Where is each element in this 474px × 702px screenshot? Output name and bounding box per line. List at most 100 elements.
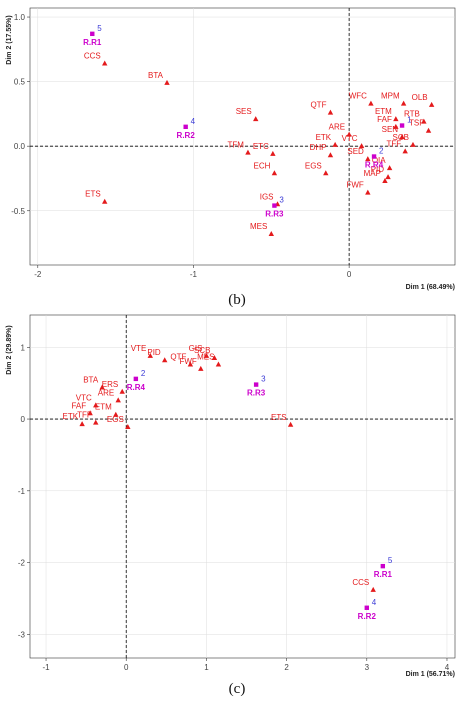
variable-point-c (125, 423, 131, 429)
row-number-c: 4 (372, 598, 377, 607)
plot-area-c (29, 314, 456, 659)
variable-point-b (268, 231, 275, 237)
variable-point-c (211, 355, 218, 361)
variable-label-b: DHP (310, 143, 327, 152)
variable-point-c (115, 397, 121, 403)
row-point-c (380, 563, 386, 569)
variable-label-b: CCS (84, 52, 101, 61)
variable-label-b: FAF (377, 115, 392, 124)
variable-point-c (99, 384, 105, 390)
row-point-c (253, 382, 259, 387)
variable-label-b: TFM (228, 141, 245, 150)
panel-label-b: (b) (228, 292, 246, 308)
row-number-c: 5 (388, 556, 393, 565)
variable-point-c (187, 361, 194, 367)
y-tick-label-b: -0.5 (11, 207, 25, 216)
variable-label-b: BTA (148, 71, 164, 80)
variable-label-c: ETM (95, 403, 112, 412)
y-tick-label-c: -2 (18, 559, 26, 568)
variable-point-b (399, 134, 405, 140)
variable-point-c (162, 357, 168, 363)
y-tick-label-c: 0 (21, 415, 26, 424)
y-tick-label-c: 1 (21, 343, 26, 352)
variable-label-c: ETK (63, 412, 79, 421)
y-tick-label-b: 0.5 (14, 78, 26, 87)
variable-point-c (198, 365, 204, 371)
variable-point-c (370, 586, 376, 592)
variable-label-c: TFF (77, 411, 92, 420)
variable-point-b (428, 101, 435, 107)
row-point-b (272, 203, 277, 208)
variable-label-b: PID (371, 165, 385, 174)
variable-label-b: ARE (329, 123, 345, 132)
y-axis-label-b: Dim 2 (17.55%) (6, 15, 13, 64)
variable-label-b: MPM (381, 92, 400, 101)
variable-label-b: VTC (342, 134, 358, 143)
variable-point-b (102, 198, 108, 204)
row-label-b: R.R1 (83, 38, 102, 47)
variable-label-c: FWF (179, 357, 196, 366)
variable-label-b: WFC (349, 92, 367, 101)
x-tick-label-c: 1 (204, 663, 209, 672)
variable-label-c: QTF (170, 353, 186, 362)
variable-point-c (93, 402, 99, 408)
row-label-c: R.R2 (358, 612, 377, 621)
y-tick-label-b: 0.0 (14, 142, 26, 151)
x-tick-label-c: 4 (445, 663, 450, 672)
plot-area-b (29, 7, 456, 266)
x-axis-label-c: Dim 1 (56.71%) (406, 671, 455, 678)
variable-label-b: SES (236, 107, 252, 116)
variable-label-b: TSP (409, 119, 425, 128)
row-number-b: 2 (379, 147, 384, 156)
variable-point-b (421, 118, 427, 124)
variable-point-b (382, 178, 388, 184)
variable-point-b (164, 79, 170, 85)
variable-point-b (327, 109, 334, 115)
x-tick-label-c: 2 (284, 663, 289, 672)
variable-label-b: MES (250, 222, 267, 231)
variable-label-b: SCB (393, 133, 409, 142)
variable-point-b (271, 170, 278, 176)
variable-point-b (410, 141, 416, 147)
y-tick-label-b: 1.0 (14, 13, 26, 22)
x-ticks-c: -1 0 1 2 3 4 (42, 658, 450, 672)
x-tick-label-c: 3 (365, 663, 370, 672)
variable-point-c (93, 419, 99, 425)
variable-label-c: ERS (102, 380, 118, 389)
variable-label-c: BTA (83, 375, 99, 384)
variable-point-c (113, 411, 119, 417)
variable-point-c (147, 352, 153, 358)
x-axis-label-b: Dim 1 (68.49%) (406, 284, 455, 291)
panel-label-c: (c) (229, 681, 246, 697)
row-number-c: 2 (141, 369, 146, 378)
variable-point-b (270, 150, 276, 156)
reference-lines-c (30, 315, 455, 658)
variable-label-b: ETS (85, 190, 101, 199)
variable-point-b (358, 143, 365, 149)
variable-point-b (327, 152, 334, 158)
row-label-c: R.R4 (127, 383, 146, 392)
variable-label-c: VTE (131, 344, 147, 353)
row-point-c (364, 605, 369, 610)
variable-point-b (402, 148, 408, 154)
variable-point-b (332, 141, 338, 147)
variable-label-b: MAP (364, 169, 381, 178)
variable-point-b (386, 165, 393, 171)
variable-point-b (323, 170, 329, 176)
row-point-b (183, 124, 188, 130)
variable-point-b (425, 127, 432, 133)
variable-point-b (365, 156, 371, 162)
variable-label-b: IGS (260, 192, 274, 201)
variable-point-b (393, 116, 399, 122)
variable-label-c: PID (147, 348, 161, 357)
y-ticks-c: 1 0 -1 -2 -3 (18, 343, 30, 639)
row-point-b (371, 154, 377, 159)
variable-label-b: OIA (372, 156, 386, 165)
variable-label-b: SED (347, 147, 364, 156)
variable-label-c: GIS (189, 344, 203, 353)
row-label-c: R.R3 (247, 389, 266, 398)
variable-point-c (119, 388, 125, 394)
variable-point-b (400, 100, 407, 106)
